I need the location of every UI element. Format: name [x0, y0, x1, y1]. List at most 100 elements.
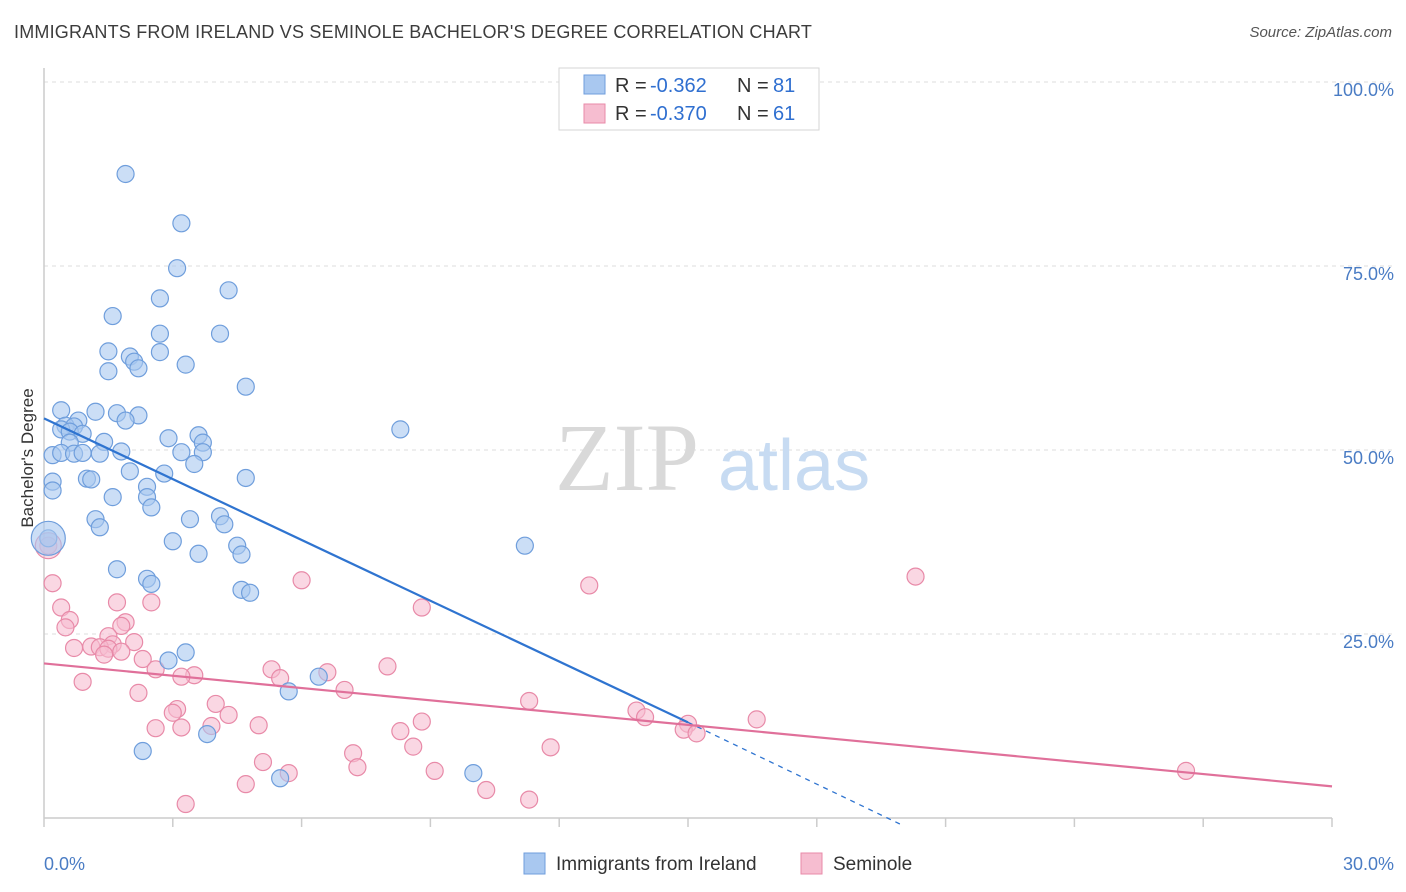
pink-point-54 — [348, 758, 367, 777]
blue-point-50 — [103, 488, 122, 507]
pink-point-21 — [95, 645, 114, 664]
ireland-points — [30, 164, 534, 788]
blue-point-68 — [240, 583, 260, 602]
y-tick-label-100: 100.0% — [1333, 80, 1394, 100]
blue-point-63 — [232, 545, 251, 564]
y-tick-label-25: 25.0% — [1343, 632, 1394, 652]
pink-point-1 — [906, 567, 925, 586]
seminole-trend-line — [43, 662, 1333, 788]
pink-point-2 — [292, 571, 311, 590]
blue-point-42 — [120, 462, 139, 481]
blue-point-47 — [236, 468, 255, 488]
bottom-legend: Immigrants from Ireland Seminole — [523, 852, 912, 875]
legend-swatch-seminole — [583, 103, 606, 124]
blue-point-17 — [86, 402, 105, 421]
legend-r-label-seminole: R = — [615, 103, 647, 125]
pink-point-49 — [687, 724, 706, 743]
blue-cluster-point — [30, 520, 66, 556]
blue-point-73 — [198, 724, 217, 744]
pink-point-33 — [520, 691, 539, 711]
pink-point-39 — [635, 708, 655, 727]
blue-point-59 — [163, 532, 182, 551]
bottom-legend-swatch-seminole — [800, 852, 823, 875]
blue-point-70 — [159, 651, 178, 670]
source-label: Source: ZipAtlas.com — [1249, 24, 1392, 41]
pink-point-55 — [425, 761, 444, 780]
pink-point-59 — [477, 780, 496, 800]
pink-point-46 — [172, 718, 191, 737]
blue-point-76 — [271, 769, 290, 788]
pink-point-30 — [73, 672, 92, 691]
legend-r-label-ireland: R = — [615, 75, 647, 97]
blue-point-54 — [180, 510, 200, 529]
trend-lines — [43, 417, 1333, 826]
blue-point-52 — [142, 498, 161, 517]
bottom-legend-seminole: Seminole — [833, 854, 912, 875]
pink-point-50 — [404, 737, 423, 756]
pink-point-19 — [64, 638, 84, 658]
pink-point-20 — [112, 642, 131, 661]
pink-point-22 — [133, 649, 152, 669]
blue-point-74 — [133, 741, 152, 761]
blue-point-36 — [73, 443, 92, 463]
pink-point-4 — [580, 576, 599, 595]
blue-point-16 — [52, 401, 71, 420]
chart-title: IMMIGRANTS FROM IRELAND VS SEMINOLE BACH… — [14, 22, 813, 42]
x-tick-marks — [43, 818, 1333, 827]
pink-point-34 — [206, 694, 225, 714]
blue-point-39 — [172, 443, 191, 462]
legend-swatch-ireland — [583, 74, 606, 95]
blue-point-0 — [116, 164, 135, 184]
blue-point-62 — [189, 544, 208, 563]
pink-point-11 — [112, 616, 131, 636]
blue-point-43 — [155, 464, 174, 483]
legend-r-value-seminole: -0.370 — [650, 103, 707, 125]
blue-point-75 — [464, 764, 483, 783]
watermark-zip: ZIP — [555, 404, 699, 511]
blue-point-12 — [176, 355, 195, 374]
legend-n-label-ireland: N = — [737, 75, 769, 97]
pink-point-14 — [125, 632, 144, 652]
y-tick-label-50: 50.0% — [1343, 448, 1394, 468]
blue-point-66 — [142, 574, 161, 594]
pink-point-61 — [176, 794, 195, 814]
bottom-legend-swatch-ireland — [523, 852, 546, 875]
pink-point-31 — [335, 680, 354, 700]
pink-point-60 — [520, 790, 539, 809]
gridlines — [44, 81, 1392, 635]
bottom-legend-ireland: Immigrants from Ireland — [556, 854, 757, 875]
blue-point-2 — [167, 259, 187, 278]
blue-point-6 — [150, 324, 170, 343]
pink-point-48 — [391, 722, 410, 741]
blue-point-4 — [150, 289, 170, 308]
y-tick-labels: 25.0% 50.0% 75.0% 100.0% — [1333, 80, 1394, 652]
pink-point-53 — [253, 752, 273, 772]
blue-point-64 — [107, 560, 127, 579]
pink-point-6 — [107, 593, 127, 612]
x-tick-label-left: 0.0% — [44, 854, 85, 874]
x-tick-label-right: 30.0% — [1343, 854, 1394, 874]
seminole-points — [34, 532, 1196, 814]
blue-point-14 — [99, 362, 118, 381]
pink-point-51 — [541, 738, 560, 757]
blue-point-15 — [236, 377, 255, 396]
legend-n-value-ireland: 81 — [773, 75, 795, 97]
blue-point-56 — [215, 515, 234, 534]
blue-point-41 — [185, 454, 204, 474]
pink-point-37 — [219, 705, 238, 725]
pink-point-12 — [56, 618, 75, 637]
pink-point-41 — [412, 712, 431, 731]
pink-point-42 — [249, 716, 268, 735]
pink-point-23 — [378, 657, 397, 676]
blue-point-69 — [176, 643, 195, 662]
blue-point-21 — [116, 411, 135, 430]
pink-point-5 — [142, 593, 161, 612]
blue-point-7 — [210, 324, 230, 343]
blue-point-71 — [309, 667, 328, 686]
blue-point-13 — [129, 359, 148, 378]
pink-point-36 — [163, 703, 182, 722]
legend-n-value-seminole: 61 — [773, 103, 795, 125]
blue-point-3 — [219, 281, 238, 300]
blue-point-45 — [82, 470, 101, 489]
